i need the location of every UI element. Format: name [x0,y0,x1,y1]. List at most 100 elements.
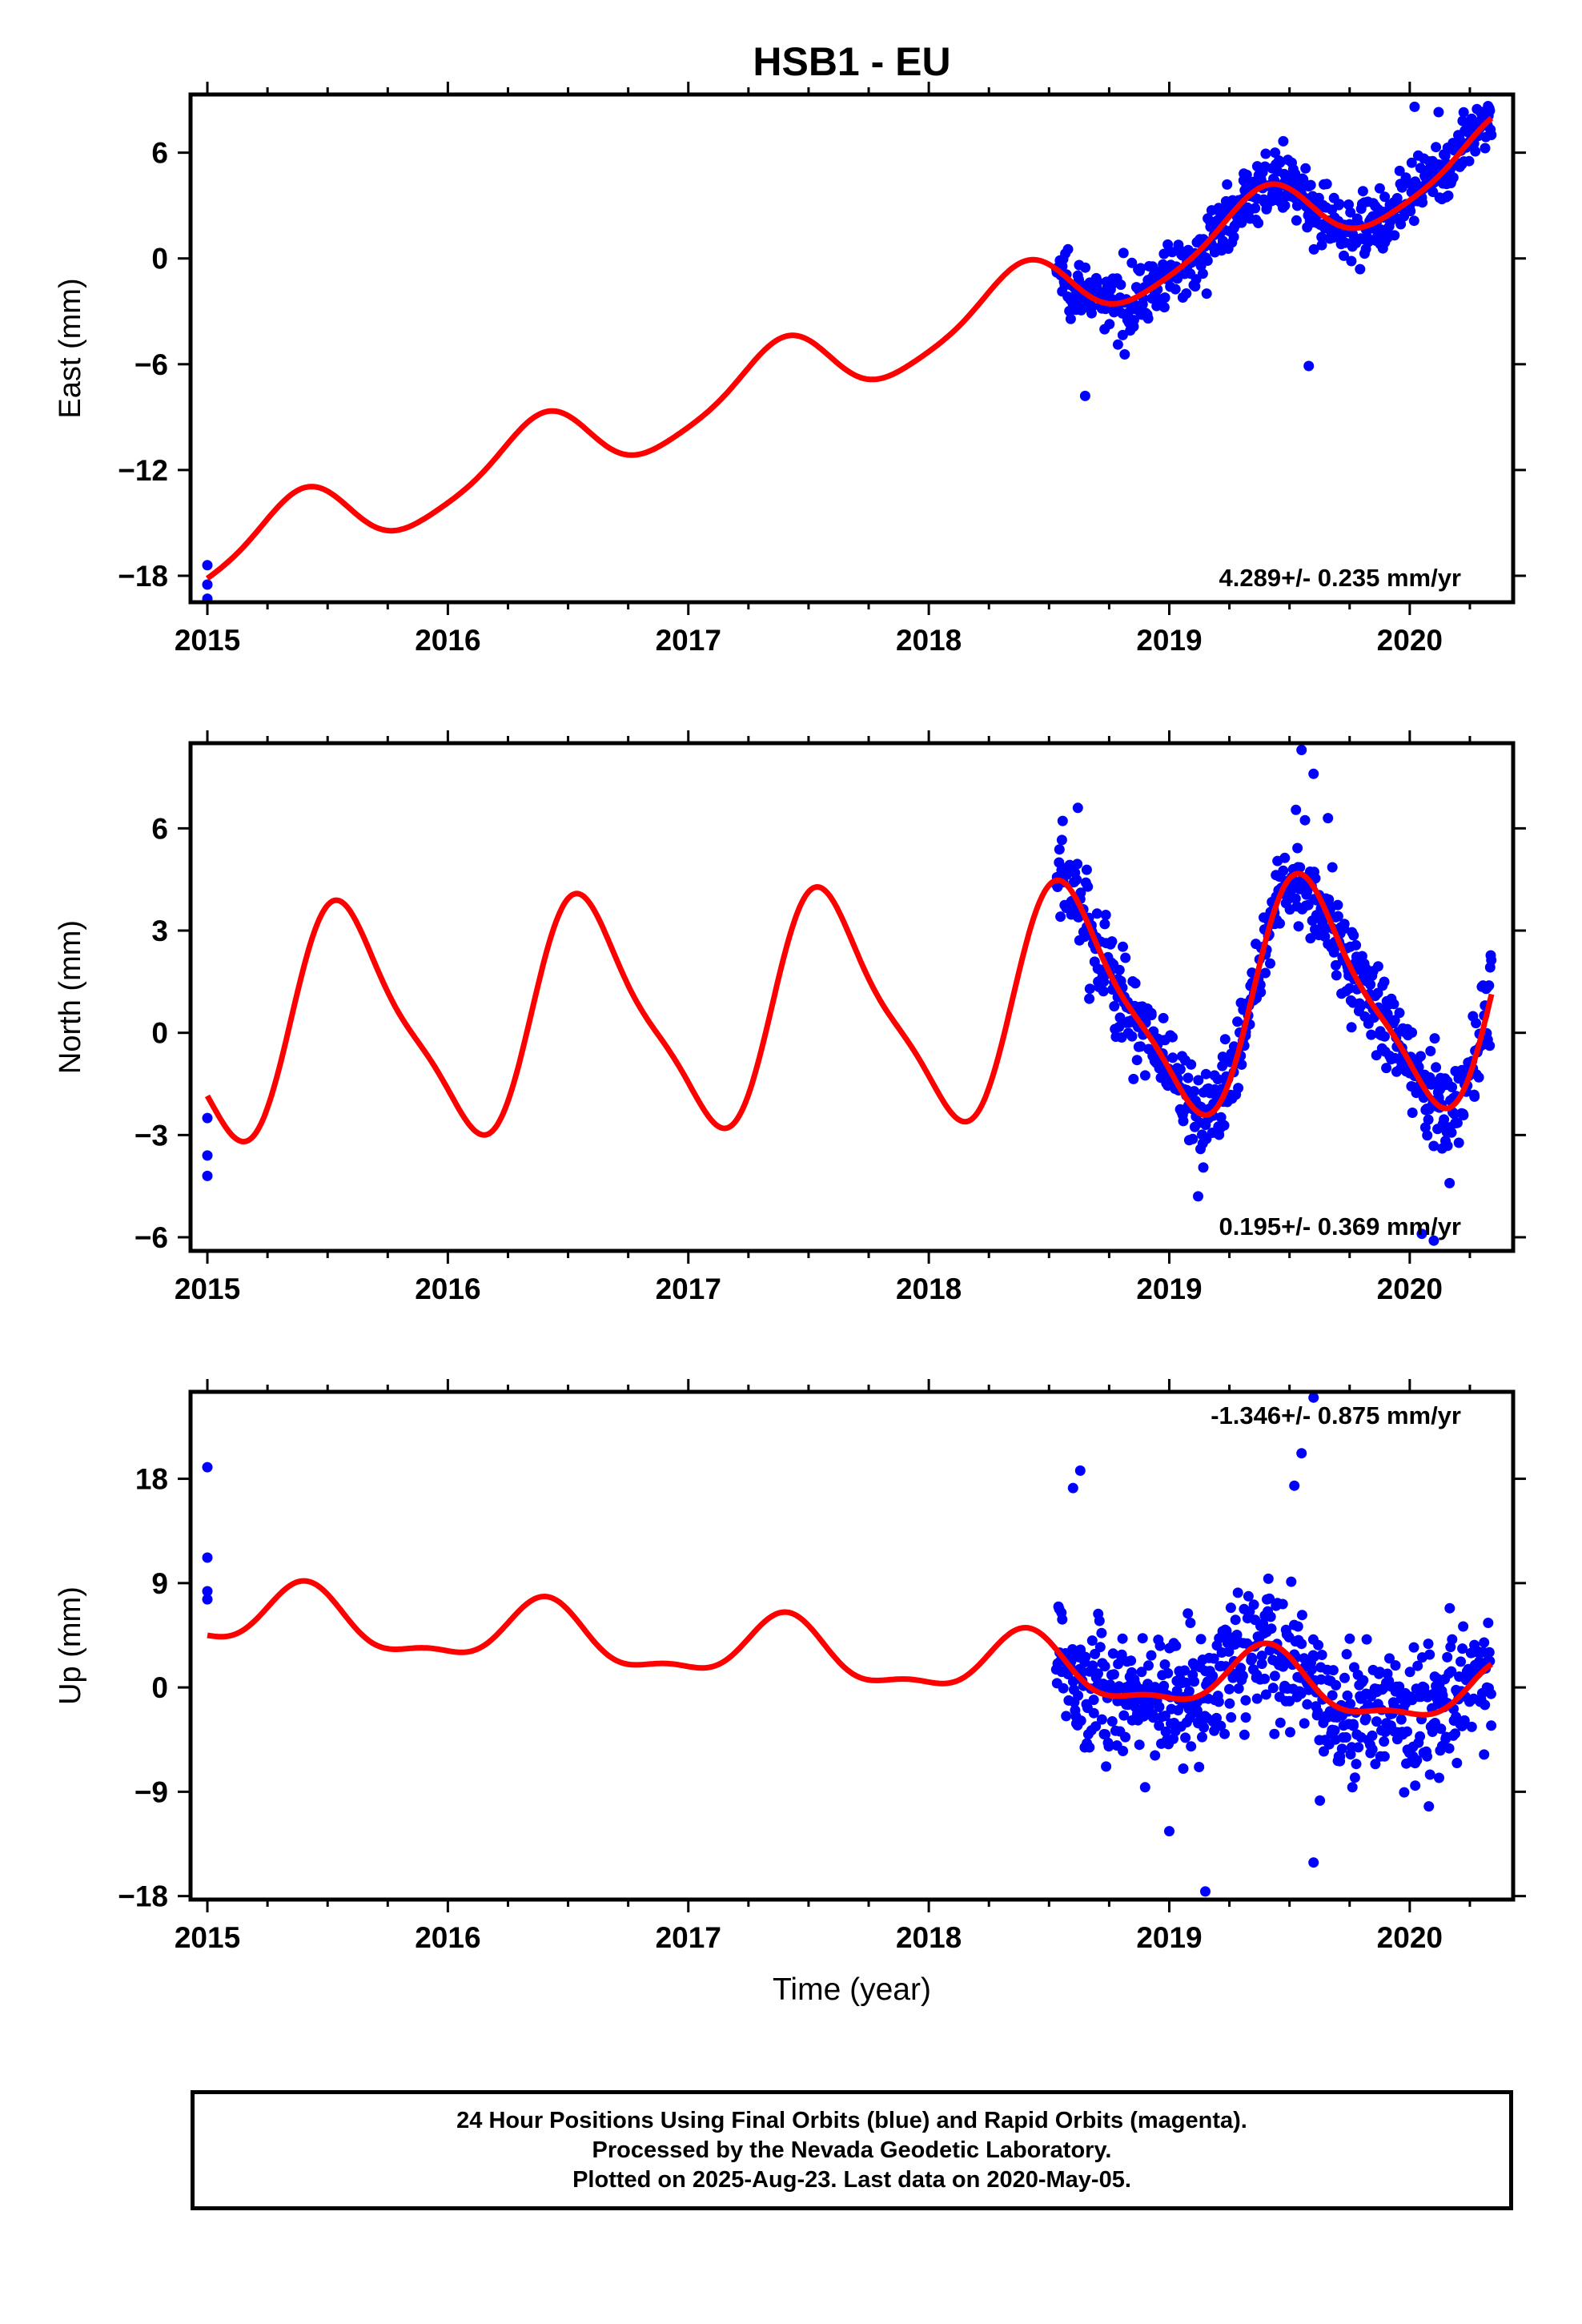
rate-annotation: -1.346+/- 0.875 mm/yr [1211,1401,1461,1429]
data-point [1431,1062,1442,1073]
caption-line-2: Processed by the Nevada Geodetic Laborat… [592,2137,1112,2163]
data-point [1390,1660,1401,1671]
data-point [1452,1758,1463,1768]
data-point [1346,1022,1357,1033]
data-point [1091,908,1102,919]
x-tick-label: 2019 [1136,1921,1202,1954]
data-point [1485,1688,1496,1699]
data-point [1215,1720,1227,1731]
data-point [1227,1672,1239,1683]
data-point [1146,1010,1157,1020]
data-point [202,1150,213,1161]
data-point [1158,1680,1170,1691]
y-tick-label: 18 [135,1463,168,1496]
data-point [1452,1117,1463,1128]
data-point [202,560,213,571]
data-point [1215,1112,1227,1123]
data-point [202,1586,213,1597]
plot-area [202,94,1497,602]
data-point [1474,1656,1485,1667]
data-point [1248,1599,1259,1610]
data-point [1422,1130,1433,1141]
data-point [1358,1675,1369,1686]
data-point [1159,292,1170,304]
data-point [1170,283,1181,295]
data-point [1174,1063,1186,1075]
data-point [1056,834,1067,846]
data-point [1088,1695,1099,1706]
data-point [1197,1731,1207,1743]
data-point [1285,1727,1295,1738]
data-point [1255,987,1267,998]
data-point [1100,1729,1111,1740]
y-tick-label: −3 [135,1119,168,1152]
y-tick-label: −12 [118,454,168,487]
data-point [1126,257,1138,268]
data-point [1197,268,1208,279]
data-point [1193,1075,1204,1086]
y-tick-label: 0 [151,1671,168,1704]
x-tick-label: 2015 [175,1273,240,1305]
data-point [1135,1041,1146,1052]
data-point [1106,936,1118,947]
data-point [202,593,213,602]
data-point [1331,959,1341,971]
data-point [1219,1120,1230,1131]
data-point [1098,986,1109,997]
data-point [1295,862,1306,873]
data-point [1394,165,1405,176]
data-point [1275,1717,1286,1728]
data-point [1189,1676,1200,1687]
data-point [1194,1762,1205,1772]
data-point [1450,1728,1461,1739]
data-point [1178,1763,1189,1774]
data-point [1075,887,1086,899]
data-point [1128,1073,1139,1084]
data-point [202,1552,213,1563]
y-axis-label: East (mm) [54,278,87,418]
data-point [1160,1726,1171,1737]
y-tick-label: −9 [135,1775,168,1808]
data-point [1179,1665,1191,1676]
data-point [1307,1664,1317,1675]
data-point [1408,1642,1419,1653]
data-point [1433,107,1444,118]
data-point [1349,1772,1360,1783]
data-point [1117,329,1128,340]
data-point [1193,1191,1203,1202]
data-point [1457,115,1468,127]
data-point [1347,1720,1359,1731]
data-point [1224,1683,1235,1695]
data-point [1270,147,1281,159]
data-point [1120,952,1131,963]
data-point [1186,1059,1197,1070]
data-point [1118,247,1129,259]
data-point [1316,1650,1327,1660]
data-point [1112,339,1123,350]
data-point [1484,105,1496,116]
data-point [1348,930,1359,941]
data-point [1292,1621,1303,1632]
data-point [1300,163,1311,174]
data-point [1191,1705,1203,1716]
data-point [1178,1116,1189,1127]
data-point [1142,313,1154,324]
data-point [1444,1177,1456,1188]
data-point [1484,980,1495,991]
data-point [1444,1602,1456,1614]
data-point [1212,1074,1223,1085]
data-point [1456,1656,1466,1667]
data-point [1143,1660,1154,1671]
data-point [1084,1742,1095,1753]
data-point [1182,1608,1194,1619]
data-point [1379,976,1390,987]
data-point [1243,1590,1254,1602]
data-point [1428,1140,1439,1152]
x-axis: 2015 2016 2017 2018 2019 2020 [175,1379,1472,1954]
plot-area [202,1392,1497,1897]
data-point [1323,813,1334,824]
data-point [1483,1618,1494,1628]
data-point [1279,852,1291,863]
data-point [1074,274,1084,285]
data-point [1182,1072,1194,1084]
